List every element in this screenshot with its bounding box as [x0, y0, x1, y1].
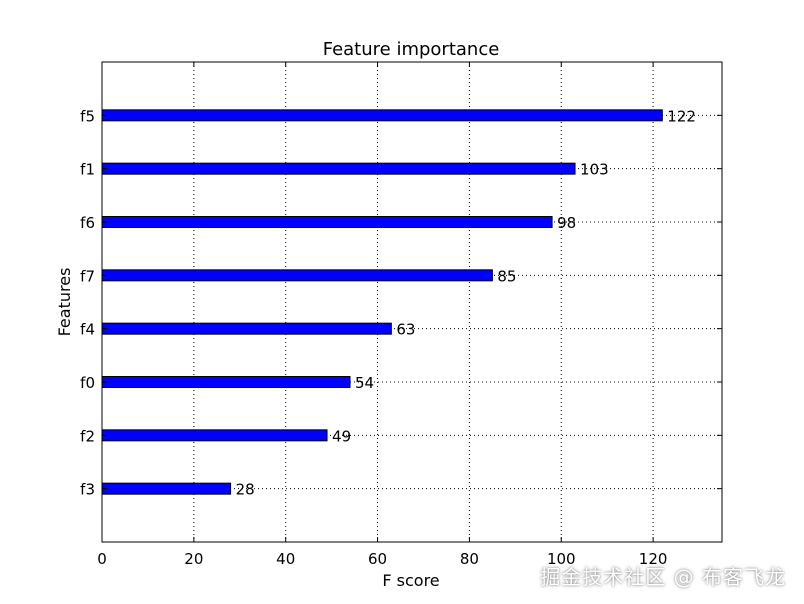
y-tick-label-f2: f2 — [80, 427, 95, 445]
x-tick-label: 20 — [184, 550, 203, 568]
x-tick-label: 60 — [368, 550, 387, 568]
plot-frame — [101, 61, 723, 543]
data-label-f7: 85 — [497, 267, 516, 285]
y-tick-label-f6: f6 — [80, 214, 95, 232]
y-axis-label: Features — [55, 268, 74, 337]
chart-title: Feature importance — [323, 39, 500, 60]
x-tick-label: 40 — [276, 550, 295, 568]
bar-f2 — [101, 429, 328, 442]
y-tick-label-f4: f4 — [80, 321, 95, 339]
x-tick-label: 80 — [460, 550, 479, 568]
data-label-f4: 63 — [396, 321, 415, 339]
grid-lines — [102, 62, 722, 542]
x-tick-label: 100 — [547, 550, 576, 568]
bar-f0 — [101, 376, 351, 388]
x-axis-label: F score — [382, 571, 439, 590]
x-tick-label: 0 — [97, 550, 107, 568]
bar-f4 — [101, 322, 392, 335]
data-label-f3: 28 — [236, 481, 255, 499]
y-tick-label-f5: f5 — [80, 107, 95, 125]
axis-ticks: 0 20 40 60 80 100 120 f5 f1 f6 f7 f4 f0 f2 f3 — [80, 62, 722, 568]
bar-f5 — [101, 109, 663, 122]
y-tick-label-f0: f0 — [80, 374, 95, 392]
data-label-f0: 54 — [355, 374, 374, 392]
y-tick-label-f3: f3 — [80, 481, 95, 499]
y-tick-label-f1: f1 — [80, 161, 95, 179]
bar-f1 — [101, 162, 576, 175]
x-tick-label: 120 — [639, 550, 668, 568]
data-labels: 122 103 98 85 63 54 49 28 — [236, 107, 696, 498]
bar-f6 — [101, 216, 553, 228]
bar-f3 — [101, 482, 232, 495]
data-label-f6: 98 — [557, 214, 576, 232]
data-label-f1: 103 — [580, 161, 609, 179]
data-label-f5: 122 — [667, 107, 696, 125]
bar-f7 — [101, 269, 493, 282]
data-label-f2: 49 — [332, 427, 351, 445]
watermark: 掘金技术社区 @ 布客飞龙 — [540, 565, 786, 589]
y-tick-label-f7: f7 — [80, 267, 95, 285]
bars — [101, 109, 663, 495]
